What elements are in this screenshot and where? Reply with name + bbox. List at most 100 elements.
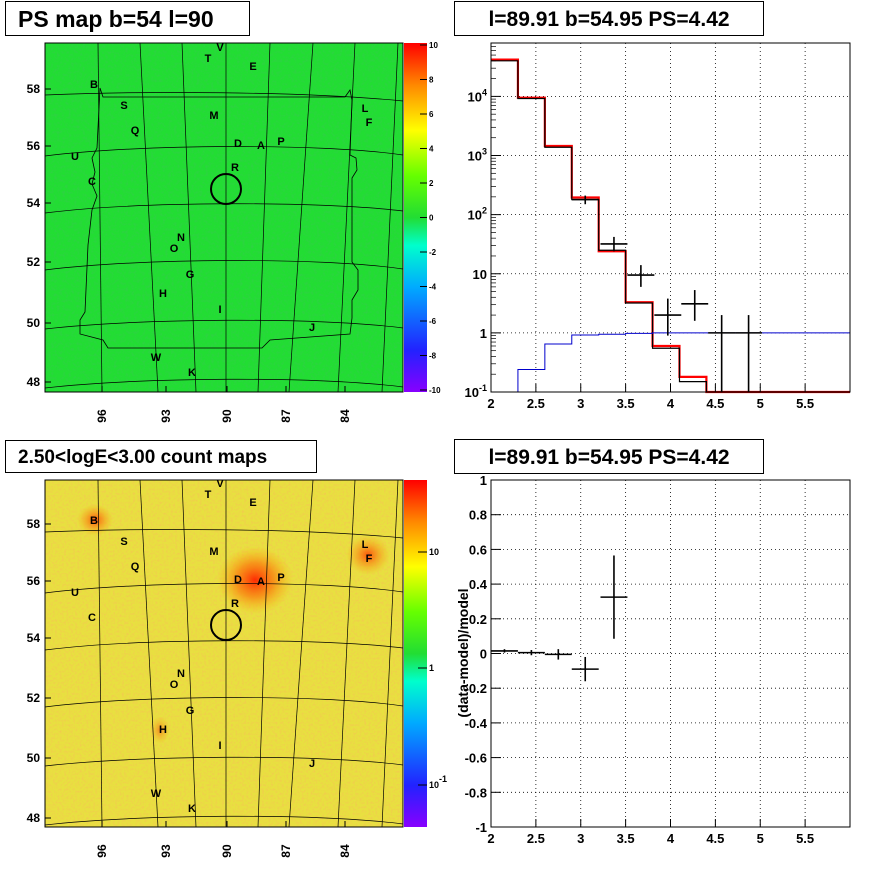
ps-map-source-label: O <box>170 243 179 255</box>
count-map-y-tick-label: 56 <box>27 574 41 588</box>
count-map-source-label: E <box>249 497 256 509</box>
residual-y-tick-label: 1 <box>480 473 487 488</box>
ps-map-x-tick-label: 84 <box>338 409 352 423</box>
count-map-hotspot-f <box>346 535 390 575</box>
ps-map-source-label: Q <box>131 125 140 137</box>
ps-map-colorbar-label: 0 <box>429 214 434 223</box>
count-map-y-tick-label: 52 <box>27 691 41 705</box>
spectrum-plot-area <box>491 43 850 392</box>
count-map-source-label: A <box>257 576 265 588</box>
count-map-source-labels: VT E B S M LF Q D A P U R C NO G H I J W K <box>71 478 373 815</box>
count-map-source-label: S <box>120 536 127 548</box>
count-map-source-label: M <box>209 546 218 558</box>
count-map-x-tick-labels: 96 93 90 87 84 <box>95 821 352 858</box>
ps-map-latitude-line <box>44 260 404 271</box>
ps-map-source-label: N <box>177 232 185 244</box>
count-map-x-tick-label: 84 <box>338 844 352 858</box>
spectrum-tick-labels: 2 2.5 3 3.5 4 4.5 5 5.5 10-1 1 10 102 103 104 <box>465 46 814 411</box>
ps-map-colorbar-label: -6 <box>429 317 437 326</box>
ps-map-y-tick-label: 56 <box>27 139 41 153</box>
count-map-longitude-line <box>97 479 103 828</box>
spectrum-x-tick-label: 3 <box>577 396 584 411</box>
ps-map-source-label: F <box>366 117 373 129</box>
ps-map-y-tick-label: 50 <box>27 316 41 330</box>
count-map-source-label: T <box>205 489 212 501</box>
count-map-source-label: C <box>88 612 96 624</box>
residual-x-tick-label: 3.5 <box>617 831 635 846</box>
ps-map-source-label: A <box>257 140 265 152</box>
count-map-hotspot-a <box>217 546 293 614</box>
ps-map-source-label: J <box>309 322 315 334</box>
residual-y-axis-label: (data-model)/model <box>455 588 471 717</box>
residual-x-tick-label: 3 <box>577 831 584 846</box>
ps-map-colorbar-label: 8 <box>429 76 434 85</box>
spectrum-x-tick-label: 5 <box>757 396 764 411</box>
count-map-source-label: B <box>90 515 98 527</box>
count-map-colorbar-label: 10 <box>429 547 439 557</box>
spectrum-series <box>491 58 850 394</box>
ps-map-colorbar-label: 2 <box>429 179 434 188</box>
spectrum-x-tick-label: 3.5 <box>617 396 635 411</box>
residual-y-tick-label: 0.8 <box>469 508 487 523</box>
ps-map-target-circle <box>210 173 242 205</box>
ps-map-frame <box>44 42 404 393</box>
spectrum-x-tick-label: 4.5 <box>706 396 724 411</box>
ps-map-texture <box>45 43 403 392</box>
ps-map-longitude-line <box>97 42 103 393</box>
count-map-hotspot-b <box>77 504 113 536</box>
spectrum-y-tick-label: 1 <box>480 326 487 341</box>
ps-map-source-label: L <box>362 103 369 115</box>
count-map-source-label: R <box>231 598 239 610</box>
count-map-x-tick-label: 96 <box>95 844 109 858</box>
ps-map-latitude-line <box>44 378 404 389</box>
ps-map-y-tick-labels: 48 50 52 54 56 58 <box>27 82 51 389</box>
ps-map-source-label: W <box>151 352 162 364</box>
ps-map-x-tick-label: 96 <box>95 409 109 423</box>
count-map-y-tick-label: 50 <box>27 751 41 765</box>
count-map-source-label: Q <box>131 561 140 573</box>
ps-map-x-tick-label: 93 <box>159 409 173 423</box>
ps-map-title: PS map b=54 l=90 <box>5 1 250 36</box>
count-map-coordinate-grid <box>44 479 404 828</box>
ps-map-colorbar-label: -2 <box>429 248 437 257</box>
spectrum-x-tick-label: 5.5 <box>796 396 814 411</box>
count-map-longitude-line <box>257 479 271 828</box>
ps-map-panel: VT E B S M LF Q D A P U R C NO G H I J W K 10 8 6 4 2 0 -2 -4 -6 -8 -… <box>27 41 441 423</box>
ps-map-source-label: U <box>71 151 79 163</box>
residual-y-tick-label: -0.8 <box>465 785 487 800</box>
count-map-latitude-line <box>44 756 404 767</box>
count-map-longitude-line <box>181 479 197 828</box>
residual-y-tick-label: 0.2 <box>469 612 487 627</box>
residual-x-tick-label: 2 <box>487 831 494 846</box>
ps-map-source-label: S <box>120 100 127 112</box>
ps-map-longitude-line <box>381 42 399 393</box>
spectrum-x-tick-label: 4 <box>667 396 675 411</box>
ps-map-roi-outline <box>79 87 359 349</box>
ps-map-source-label: C <box>88 176 96 188</box>
spectrum-y-tick-label: 103 <box>468 147 487 164</box>
ps-map-colorbar-ticks: 10 8 6 4 2 0 -2 -4 -6 -8 -10 <box>420 41 441 395</box>
ps-map-longitude-line <box>257 42 271 393</box>
ps-map-source-label: D <box>234 138 242 150</box>
count-map-y-tick-label: 54 <box>27 631 41 645</box>
ps-map-source-label: P <box>277 136 284 148</box>
residual-y-tick-label: 0.4 <box>469 577 488 592</box>
count-map-source-label: H <box>159 724 167 736</box>
count-map-source-label: G <box>186 705 195 717</box>
ps-map-source-label: T <box>205 53 212 65</box>
spectrum-y-tick-label: 10 <box>473 267 487 282</box>
residual-y-tick-label: -0.2 <box>465 681 487 696</box>
ps-map-source-labels: VT E B S M LF Q D A P U R C NO G H I J W K <box>71 42 373 379</box>
ps-map-source-label: B <box>90 79 98 91</box>
ps-map-source-label: V <box>216 42 224 54</box>
count-map-source-label: K <box>188 803 196 815</box>
ps-map-latitude-line <box>44 319 404 330</box>
residual-y-tick-label: -0.6 <box>465 751 487 766</box>
ps-map-longitude-line <box>139 42 159 393</box>
count-map-target-circle <box>210 609 242 641</box>
residual-x-tick-label: 4 <box>667 831 675 846</box>
count-map-frame <box>44 479 404 828</box>
residual-panel: 2 2.5 3 3.5 4 4.5 5 5.5 -1 -0.8 -0.6 -0.4 -0.2 0 0.2 0.… <box>455 473 851 846</box>
count-map-source-label: W <box>151 788 162 800</box>
count-map-colorbar-label: 10-1 <box>429 774 447 790</box>
